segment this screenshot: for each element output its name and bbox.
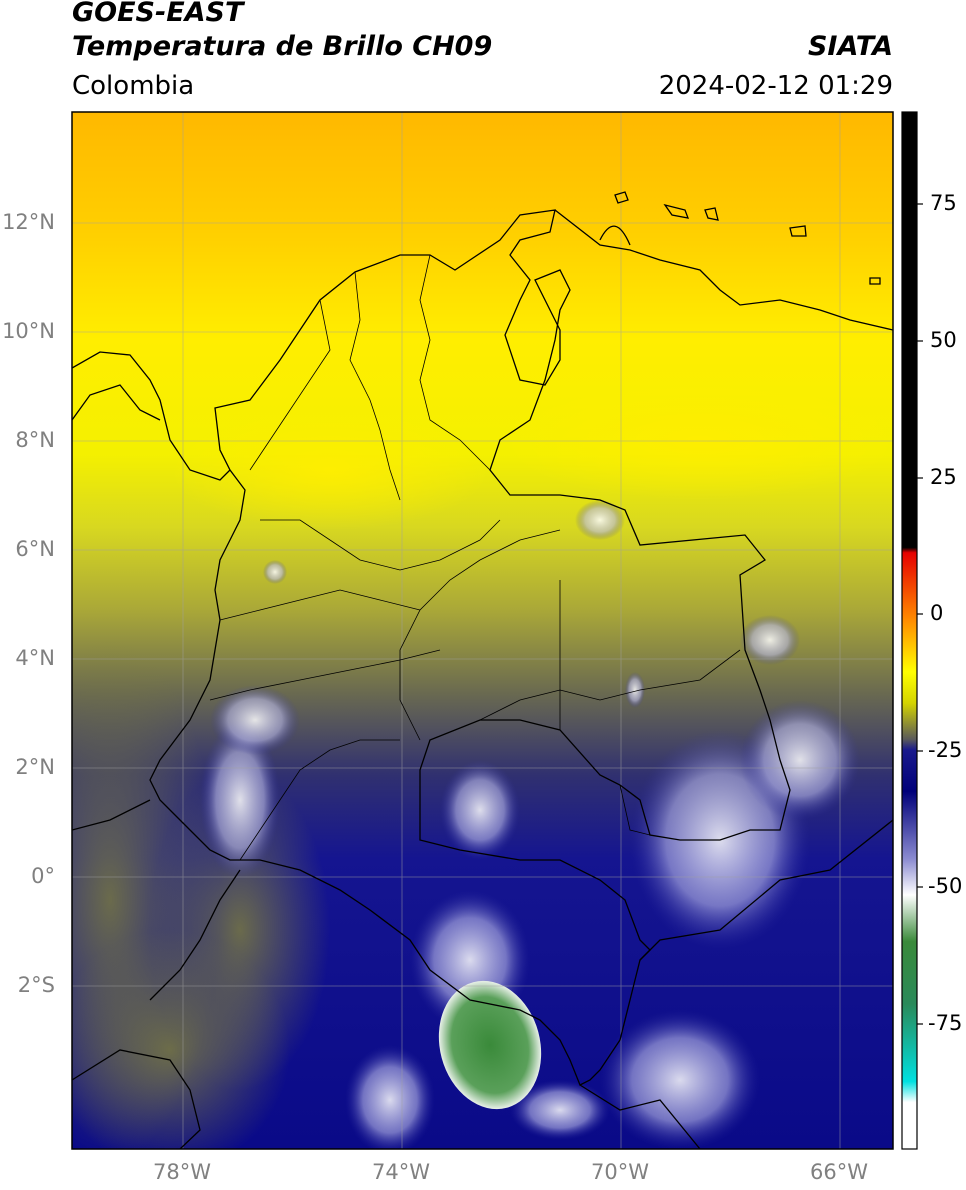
lat-label: 12°N bbox=[2, 210, 55, 234]
colorbar-tick-label: 75 bbox=[930, 191, 957, 215]
colorbar-tick-label: 0 bbox=[930, 601, 944, 625]
colorbar-tick-label: 25 bbox=[930, 465, 957, 489]
lat-label: 8°N bbox=[15, 428, 55, 452]
lat-label: 4°N bbox=[15, 646, 55, 670]
department-boundaries bbox=[209, 254, 741, 861]
colorbar-tick-label: 50 bbox=[930, 328, 957, 352]
colorbar-tick-label: -50 bbox=[928, 874, 963, 898]
country-boundaries bbox=[72, 191, 893, 1149]
lat-label: 10°N bbox=[2, 319, 55, 343]
satellite-image bbox=[72, 112, 893, 1149]
agency-label: SIATA bbox=[807, 31, 893, 62]
colorbar bbox=[901, 111, 923, 1150]
lat-label: 0° bbox=[31, 864, 55, 888]
satellite-title: GOES-EAST bbox=[72, 0, 244, 28]
lon-label: 70°W bbox=[591, 1160, 649, 1184]
colorbar-tick-label: -75 bbox=[928, 1011, 963, 1035]
graticule bbox=[72, 112, 893, 1149]
colorbar-fill bbox=[902, 112, 917, 1149]
lon-label: 66°W bbox=[810, 1160, 868, 1184]
colorbar-frame bbox=[901, 111, 918, 1150]
product-title: Temperatura de Brillo CH09 bbox=[72, 31, 493, 62]
lat-label: 6°N bbox=[15, 537, 55, 561]
datetime-label: 2024-02-12 01:29 bbox=[658, 71, 893, 101]
lat-label: 2°S bbox=[17, 973, 55, 997]
lon-label: 78°W bbox=[153, 1160, 211, 1184]
map-frame bbox=[71, 111, 894, 1150]
lon-label: 74°W bbox=[372, 1160, 430, 1184]
colorbar-tick-label: -25 bbox=[928, 738, 963, 762]
lat-label: 2°N bbox=[15, 755, 55, 779]
region-label: Colombia bbox=[72, 71, 195, 101]
